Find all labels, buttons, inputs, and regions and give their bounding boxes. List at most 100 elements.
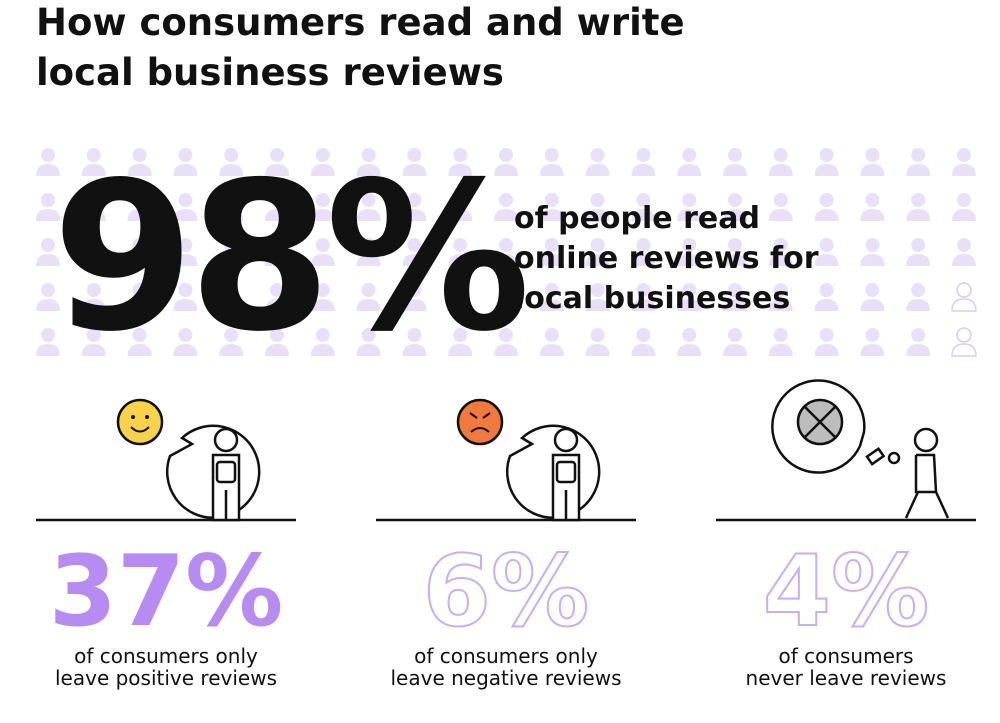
person-body: [81, 209, 106, 221]
hero-stat: 98%: [52, 139, 525, 377]
person-head: [41, 148, 55, 162]
person-body: [127, 344, 152, 356]
person-body: [265, 299, 289, 311]
figure-phone: [215, 460, 237, 484]
person-head: [132, 238, 147, 252]
person-head: [636, 328, 651, 342]
person-body: [310, 299, 335, 311]
person-body: [677, 209, 702, 221]
title-line: local business reviews: [36, 51, 504, 94]
person-body: [539, 164, 564, 176]
thought-dot: [887, 451, 901, 465]
person-body: [127, 164, 152, 176]
person-head: [773, 148, 788, 162]
person-body: [677, 299, 702, 311]
person-head: [270, 283, 284, 297]
person-head: [590, 193, 605, 207]
person-head: [590, 283, 605, 297]
person-body: [81, 344, 106, 356]
person-body: [36, 299, 60, 311]
person-head: [865, 283, 880, 297]
person-head: [270, 328, 284, 342]
thought-dot: [865, 446, 886, 466]
person-head: [86, 238, 101, 252]
person-body: [906, 254, 931, 266]
person-body: [219, 164, 244, 176]
person-body: [539, 344, 564, 356]
stat-caption: leave negative reviews: [390, 666, 621, 690]
person-head: [41, 238, 55, 252]
person-head: [453, 283, 468, 297]
stat-value: 6%: [423, 535, 589, 649]
person-head: [178, 283, 193, 297]
person-head: [315, 328, 330, 342]
person-head: [544, 148, 559, 162]
person-body: [310, 209, 335, 221]
person-head: [956, 282, 972, 298]
person-body: [723, 254, 747, 266]
person-body: [631, 254, 656, 266]
person-head: [499, 283, 513, 297]
person-head: [957, 193, 971, 207]
figure-phone: [555, 460, 577, 484]
eye: [145, 415, 149, 419]
person-body: [768, 209, 793, 221]
person-head: [224, 148, 239, 162]
person-head: [819, 283, 834, 297]
figure-head: [913, 427, 939, 453]
person-body: [448, 299, 473, 311]
person-head: [911, 148, 926, 162]
person-body: [631, 299, 656, 311]
person-body: [448, 209, 473, 221]
person-head: [682, 193, 697, 207]
person-head: [957, 238, 971, 252]
hero-caption: online reviews for: [514, 241, 819, 276]
person-body: [356, 344, 381, 356]
stat-value: 4%: [763, 535, 929, 649]
person-body: [585, 344, 610, 356]
person-body: [585, 254, 610, 266]
person-head: [819, 148, 834, 162]
person-head: [911, 193, 926, 207]
person-head: [773, 193, 788, 207]
person-head: [728, 148, 742, 162]
person-body: [265, 164, 289, 176]
person-head: [407, 283, 422, 297]
person-body: [768, 344, 793, 356]
people-grid: [36, 148, 977, 357]
person-head: [636, 148, 651, 162]
person-head: [636, 283, 651, 297]
person-body: [448, 254, 473, 266]
person-head: [819, 193, 834, 207]
person-body: [906, 299, 931, 311]
person-body: [219, 344, 244, 356]
person-body: [127, 254, 152, 266]
person-body: [539, 209, 564, 221]
person-head: [407, 148, 422, 162]
person-body: [356, 164, 381, 176]
person-body: [768, 254, 793, 266]
title-line: How consumers read and write: [36, 1, 685, 44]
person-head: [178, 328, 193, 342]
person-body: [36, 209, 60, 221]
hero-caption: local businesses: [514, 281, 790, 316]
person-body: [768, 299, 793, 311]
person-body: [860, 254, 885, 266]
person-body: [860, 299, 885, 311]
eye: [131, 415, 135, 419]
mouth: [130, 426, 150, 433]
person-body: [677, 254, 702, 266]
person-body: [81, 254, 106, 266]
figure-head: [553, 427, 579, 453]
person-head: [270, 148, 284, 162]
person-head: [361, 283, 376, 297]
person-head: [682, 148, 697, 162]
person-body: [494, 254, 518, 266]
stat-caption: of consumers: [778, 644, 913, 668]
person-head: [41, 193, 55, 207]
person-head: [728, 238, 742, 252]
stat-caption: leave positive reviews: [55, 666, 277, 690]
person-head: [499, 328, 513, 342]
person-head: [453, 193, 468, 207]
